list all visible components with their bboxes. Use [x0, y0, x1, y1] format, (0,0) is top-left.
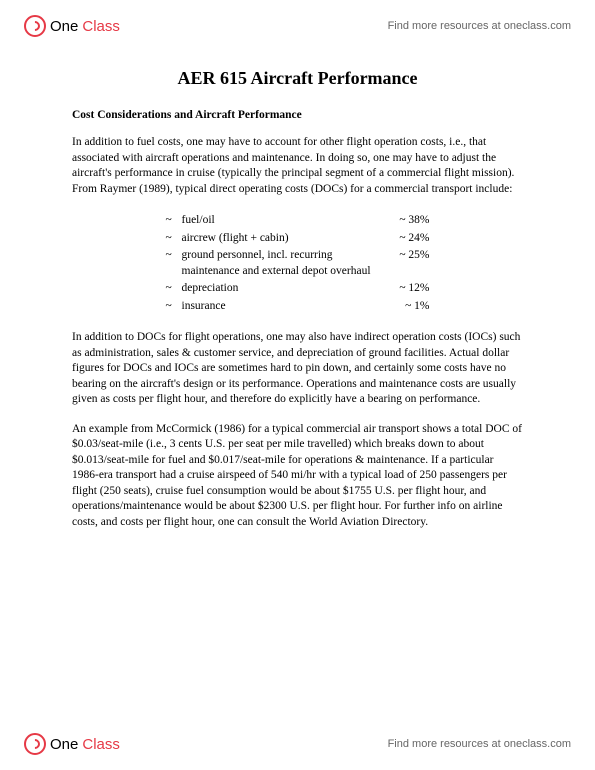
table-row: ~ aircrew (flight + cabin) ~ 24% — [166, 231, 430, 247]
find-more-link[interactable]: Find more resources at oneclass.com — [388, 20, 571, 32]
cost-label: insurance — [182, 299, 382, 315]
find-more-link-footer[interactable]: Find more resources at oneclass.com — [388, 738, 571, 750]
table-row: ~ depreciation ~ 12% — [166, 281, 430, 297]
brand-text-class: Class — [82, 736, 120, 753]
cost-label: aircrew (flight + cabin) — [182, 231, 382, 247]
cost-value: ~ 38% — [384, 213, 430, 229]
brand-text-class: Class — [82, 18, 120, 35]
brand-text-one: One — [50, 736, 78, 753]
tilde-marker: ~ — [166, 281, 180, 297]
tilde-marker: ~ — [166, 231, 180, 247]
section-subtitle: Cost Considerations and Aircraft Perform… — [72, 109, 523, 121]
paragraph-iocs: In addition to DOCs for flight operation… — [72, 330, 523, 408]
cost-value: ~ 24% — [384, 231, 430, 247]
document-page: AER 615 Aircraft Performance Cost Consid… — [0, 48, 595, 530]
cost-value: ~ 25% — [384, 248, 430, 279]
brand-logo: OneClass — [24, 15, 120, 37]
paragraph-intro: In addition to fuel costs, one may have … — [72, 135, 523, 197]
table-row: ~ insurance ~ 1% — [166, 299, 430, 315]
cost-label: ground personnel, incl. recurring mainte… — [182, 248, 382, 279]
cost-label: depreciation — [182, 281, 382, 297]
paragraph-example: An example from McCormick (1986) for a t… — [72, 422, 523, 531]
cost-value: ~ 1% — [384, 299, 430, 315]
footer-bar: OneClass Find more resources at oneclass… — [0, 722, 595, 770]
tilde-marker: ~ — [166, 248, 180, 279]
brand-icon — [24, 733, 46, 755]
cost-table: ~ fuel/oil ~ 38% ~ aircrew (flight + cab… — [164, 211, 432, 316]
brand-icon — [24, 15, 46, 37]
table-row: ~ ground personnel, incl. recurring main… — [166, 248, 430, 279]
page-title: AER 615 Aircraft Performance — [72, 68, 523, 89]
table-row: ~ fuel/oil ~ 38% — [166, 213, 430, 229]
cost-value: ~ 12% — [384, 281, 430, 297]
tilde-marker: ~ — [166, 213, 180, 229]
header-bar: OneClass Find more resources at oneclass… — [0, 0, 595, 48]
brand-logo-footer: OneClass — [24, 733, 120, 755]
brand-text-one: One — [50, 18, 78, 35]
cost-label: fuel/oil — [182, 213, 382, 229]
tilde-marker: ~ — [166, 299, 180, 315]
